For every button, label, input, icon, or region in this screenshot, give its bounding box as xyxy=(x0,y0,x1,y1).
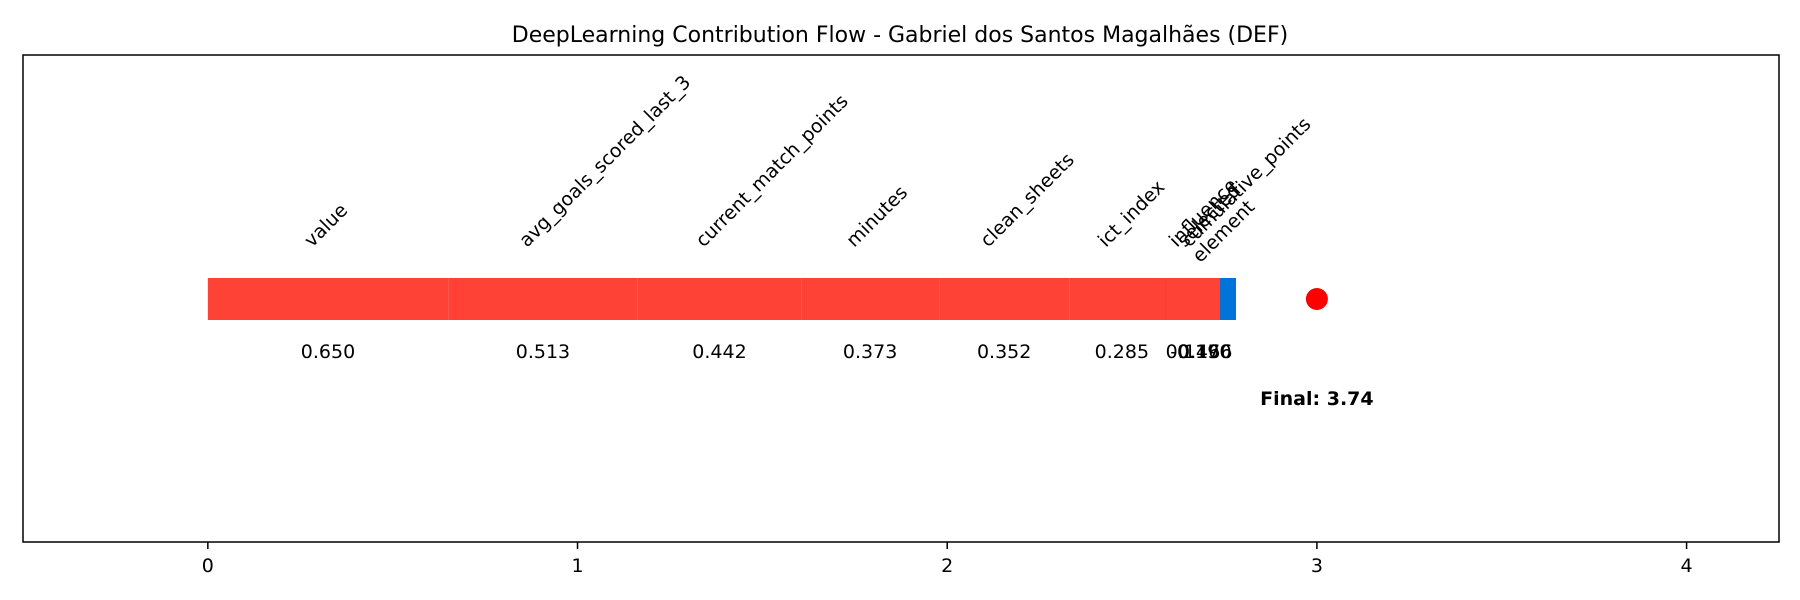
x-tick-label-0: 0 xyxy=(202,555,214,577)
x-tick-label-3: 3 xyxy=(1311,555,1323,577)
value-label-6: 0.166 xyxy=(1178,341,1232,363)
x-tick-label-1: 1 xyxy=(571,555,583,577)
feature-label-3: minutes xyxy=(842,182,912,252)
feature-label-1: avg_goals_scored_last_3 xyxy=(515,71,695,251)
x-axis-ticks: 0 1 2 3 4 xyxy=(202,542,1693,577)
feature-label-2: current_match_points xyxy=(691,90,852,251)
feature-labels-group: value avg_goals_scored_last_3current_matc… xyxy=(300,71,1315,267)
x-tick-label-4: 4 xyxy=(1681,555,1693,577)
plot-frame xyxy=(22,54,1780,543)
bar-3 xyxy=(801,278,940,320)
bar-8 xyxy=(1165,278,1221,320)
value-label-2: 0.442 xyxy=(692,341,746,363)
value-label-3: 0.373 xyxy=(843,341,897,363)
value-labels-group: 0.650 0.513 0.442 0.373 0.352 0.285 0.166-0.19… xyxy=(301,341,1233,363)
bar-5 xyxy=(1069,278,1175,320)
x-tick-label-2: 2 xyxy=(941,555,953,577)
value-label-1: 0.513 xyxy=(516,341,570,363)
value-label-0: 0.650 xyxy=(301,341,355,363)
value-label-8: 0.147 xyxy=(1166,341,1220,363)
chart-title: DeepLearning Contribution Flow - Gabriel… xyxy=(512,23,1288,48)
value-label-5: 0.285 xyxy=(1095,341,1149,363)
bar-0 xyxy=(207,278,449,320)
bar-4 xyxy=(939,278,1070,320)
feature-label-4: clean_sheets xyxy=(976,149,1079,252)
feature-label-0: value xyxy=(300,199,352,251)
bars-group xyxy=(207,278,1236,320)
feature-label-5: ict_index xyxy=(1094,176,1169,251)
value-label-4: 0.352 xyxy=(977,341,1031,363)
bar-2 xyxy=(637,278,802,320)
bar-1 xyxy=(448,278,638,320)
value-label-7: -0.190 xyxy=(1170,341,1231,363)
final-label: Final: 3.74 xyxy=(1260,388,1373,410)
final-marker xyxy=(1305,288,1328,310)
